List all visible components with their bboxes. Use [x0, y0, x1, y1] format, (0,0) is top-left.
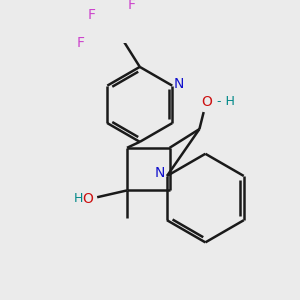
- Text: O: O: [82, 192, 93, 206]
- Text: - H: - H: [217, 95, 235, 108]
- Text: F: F: [77, 36, 85, 50]
- Text: F: F: [87, 8, 95, 22]
- Text: N: N: [154, 167, 164, 180]
- Text: F: F: [127, 0, 135, 12]
- Text: N: N: [174, 77, 184, 91]
- Text: H: H: [73, 192, 83, 206]
- Text: O: O: [202, 95, 212, 109]
